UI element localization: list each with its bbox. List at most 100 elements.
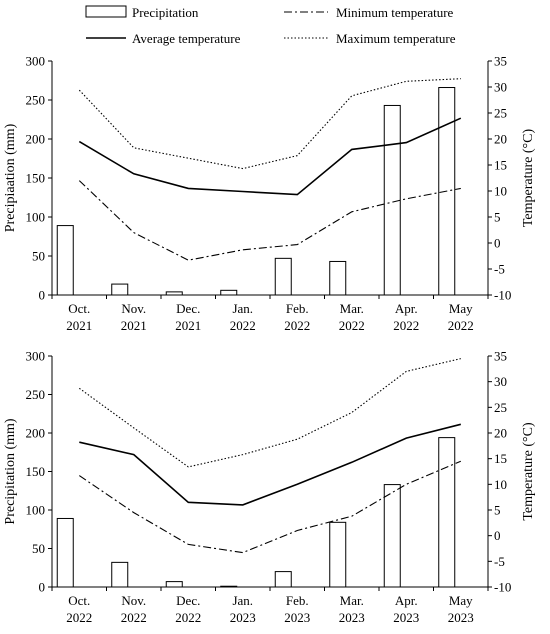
left-tick-label: 300: [26, 349, 46, 364]
x-tick-label-year: 2023: [448, 610, 474, 625]
left-tick-label: 50: [32, 249, 45, 264]
right-tick-label: 0: [494, 236, 501, 251]
precipitation-bar: [220, 585, 238, 588]
chart-panel-top: 0 50 100 150 200 250 300 -10 -5 0 5 10 15 20 25 30 35 Oct…: [3, 54, 536, 334]
precipitation-bar: [111, 561, 129, 588]
precipitation-bar: [56, 225, 74, 296]
right-tick-label: 20: [494, 132, 507, 147]
precipitation-bar: [220, 289, 238, 296]
x-tick-label-month: May: [449, 301, 473, 316]
maximum-temperature-line: [78, 358, 461, 468]
x-tick-label-year: 2023: [284, 610, 310, 625]
x-tick-label-year: 2022: [284, 318, 310, 333]
right-tick-label: 15: [494, 451, 507, 466]
legend-average-label: Average temperature: [132, 31, 241, 46]
y-axis-title: Precipitation (mm): [3, 418, 18, 524]
x-tick-label-month: Dec.: [176, 593, 200, 608]
left-tick-label: 150: [26, 171, 46, 186]
x-tick-label-year: 2021: [66, 318, 92, 333]
x-tick-label-year: 2023: [230, 610, 256, 625]
precipitation-bar: [329, 260, 347, 296]
precipitation-bar: [165, 291, 183, 296]
precipitation-bar: [383, 104, 401, 296]
x-tick-label-month: Oct.: [68, 593, 90, 608]
legend-minimum-label: Minimum temperature: [336, 5, 454, 20]
x-tick-label-year: 2022: [448, 318, 474, 333]
left-tick-label: 200: [26, 426, 46, 441]
left-tick-label: 50: [32, 541, 45, 556]
x-tick-label-year: 2021: [121, 318, 147, 333]
right-tick-label: 25: [494, 400, 507, 415]
x-tick-label-month: Apr.: [395, 301, 418, 316]
right-tick-label: 0: [494, 528, 501, 543]
right-tick-label: 25: [494, 106, 507, 121]
right-tick-label: -5: [494, 262, 505, 277]
right-tick-label: 10: [494, 477, 507, 492]
x-tick-label-month: May: [449, 593, 473, 608]
x-tick-label-month: Mar.: [340, 593, 364, 608]
left-tick-label: 150: [26, 464, 46, 479]
precipitation-bar: [56, 517, 74, 588]
legend-maximum-label: Maximum temperature: [336, 31, 456, 46]
x-tick-label-year: 2022: [175, 610, 201, 625]
y2-axis-title: Temperature (°C): [521, 129, 536, 228]
x-tick-label-month: Apr.: [395, 593, 418, 608]
right-tick-label: 35: [494, 349, 507, 364]
right-tick-label: -10: [494, 580, 511, 595]
x-tick-label-year: 2022: [121, 610, 147, 625]
left-tick-label: 0: [39, 288, 46, 303]
average-temperature-line: [79, 423, 461, 506]
minimum-temperature-line: [78, 460, 462, 554]
legend-precipitation-label: Precipitation: [132, 5, 199, 20]
right-tick-label: 35: [494, 54, 507, 69]
x-tick-label-year: 2022: [230, 318, 256, 333]
legend-precipitation-swatch: [85, 5, 127, 18]
left-tick-label: 300: [26, 54, 46, 69]
x-tick-label-year: 2022: [393, 318, 419, 333]
x-tick-label-year: 2022: [66, 610, 92, 625]
x-tick-label-month: Nov.: [121, 301, 146, 316]
right-tick-label: 15: [494, 158, 507, 173]
x-tick-label-month: Mar.: [340, 301, 364, 316]
left-tick-label: 0: [39, 580, 46, 595]
y-axis-title: Precipiaation (mm): [3, 123, 18, 232]
maximum-temperature-line: [78, 78, 461, 170]
x-tick-label-month: Jan.: [232, 593, 253, 608]
left-tick-label: 200: [26, 132, 46, 147]
x-tick-label-month: Jan.: [232, 301, 253, 316]
left-tick-label: 250: [26, 387, 46, 402]
left-tick-label: 100: [26, 503, 46, 518]
x-tick-label-month: Dec.: [176, 301, 200, 316]
x-tick-label-year: 2021: [175, 318, 201, 333]
x-tick-label-month: Oct.: [68, 301, 90, 316]
right-tick-label: 5: [494, 210, 501, 225]
right-tick-label: -10: [494, 288, 511, 303]
x-tick-label-month: Feb.: [286, 593, 309, 608]
right-tick-label: -5: [494, 554, 505, 569]
x-tick-label-year: 2022: [339, 318, 365, 333]
precipitation-bar: [165, 581, 183, 588]
x-tick-label-month: Feb.: [286, 301, 309, 316]
x-tick-label-month: Nov.: [121, 593, 146, 608]
right-tick-label: 20: [494, 426, 507, 441]
x-tick-label-year: 2023: [393, 610, 419, 625]
precipitation-bar: [438, 437, 456, 588]
y2-axis-title: Temperature (°C): [521, 422, 536, 521]
right-tick-label: 30: [494, 80, 507, 95]
precipitation-bar: [274, 257, 292, 296]
chart-panel-bottom: 0 50 100 150 200 250 300 -10 -5 0 5 10 15 20 25 30 35 Oct…: [3, 349, 536, 626]
minimum-temperature-line: [78, 180, 461, 261]
x-tick-label-year: 2023: [339, 610, 365, 625]
left-tick-label: 100: [26, 210, 46, 225]
precipitation-bar: [111, 283, 129, 296]
average-temperature-line: [78, 117, 462, 196]
right-tick-label: 10: [494, 184, 507, 199]
precipitation-bar: [274, 571, 292, 588]
legend: Precipitation Minimum temperature Averag…: [85, 5, 456, 46]
left-tick-label: 250: [26, 93, 46, 108]
right-tick-label: 30: [494, 374, 507, 389]
precipitation-bar: [383, 484, 401, 588]
right-tick-label: 5: [494, 503, 501, 518]
precipitation-bar: [329, 521, 347, 588]
